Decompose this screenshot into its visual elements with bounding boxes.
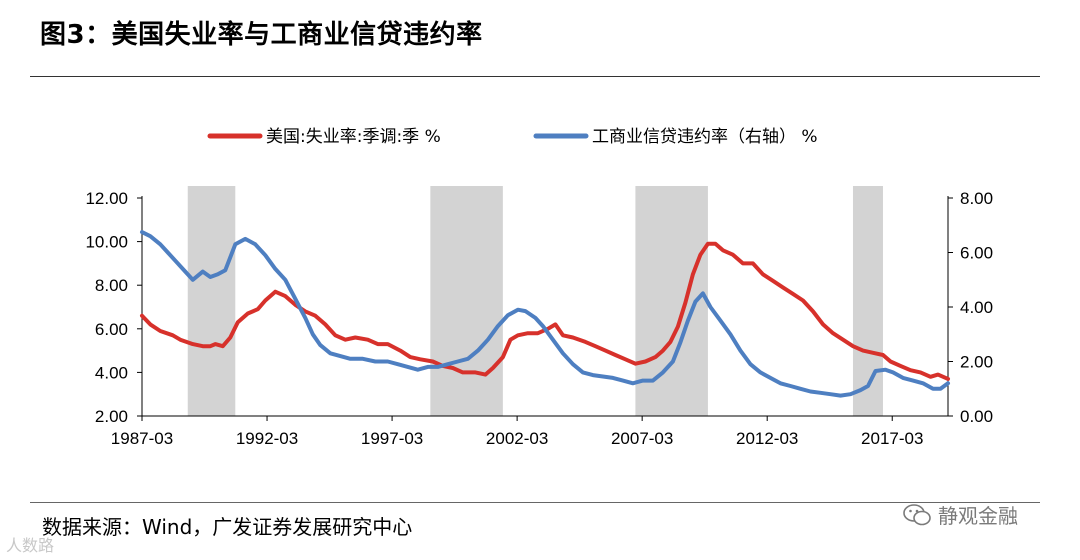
left-tick-label: 2.00 xyxy=(95,407,128,426)
x-tick-label: 1992-03 xyxy=(236,429,298,448)
left-tick-label: 8.00 xyxy=(95,276,128,295)
legend-label-1: 工商业信贷违约率（右轴） % xyxy=(592,127,818,147)
chart-series xyxy=(140,230,950,398)
wechat-icon xyxy=(903,504,931,526)
series-line-1 xyxy=(140,230,950,398)
watermark: 人数路 xyxy=(6,536,55,555)
right-tick-label: 2.00 xyxy=(960,353,993,372)
chart-axes: 2.00 4.00 6.00 8.00 10.00 12.00 0.00 2.00 4.00 6.… xyxy=(85,189,993,448)
x-tick-label: 1987-03 xyxy=(111,429,173,448)
right-tick-label: 4.00 xyxy=(960,298,993,317)
left-tick-label: 10.00 xyxy=(85,233,128,252)
brand-badge: 静观金融 xyxy=(938,504,1018,528)
chart-legend: 美国:失业率:季调:季 % 工商业信贷违约率（右轴） % xyxy=(207,127,818,147)
series-line-0 xyxy=(140,241,950,381)
x-tick-label: 2012-03 xyxy=(736,429,798,448)
right-tick-label: 0.00 xyxy=(960,407,993,426)
source-note: 数据来源：Wind，广发证券发展研究中心 xyxy=(42,515,413,539)
x-tick-label: 2002-03 xyxy=(486,429,548,448)
left-tick-label: 12.00 xyxy=(85,189,128,208)
shaded-period-1 xyxy=(430,186,503,416)
page-title: 图3：美国失业率与工商业信贷违约率 xyxy=(40,20,483,50)
left-tick-label: 6.00 xyxy=(95,320,128,339)
shaded-period-3 xyxy=(852,186,883,416)
top-divider xyxy=(30,76,1040,77)
recession-shading xyxy=(187,186,883,416)
x-tick-label: 1997-03 xyxy=(361,429,423,448)
shaded-period-0 xyxy=(187,186,236,416)
chart: 2.00 4.00 6.00 8.00 10.00 12.00 0.00 2.00 4.00 6.… xyxy=(85,127,993,448)
legend-label-0: 美国:失业率:季调:季 % xyxy=(266,127,441,147)
right-tick-label: 8.00 xyxy=(960,189,993,208)
right-tick-label: 6.00 xyxy=(960,244,993,263)
bottom-divider xyxy=(30,502,1040,503)
x-tick-label: 2007-03 xyxy=(611,429,673,448)
left-tick-label: 4.00 xyxy=(95,363,128,382)
x-tick-label: 2017-03 xyxy=(861,429,923,448)
